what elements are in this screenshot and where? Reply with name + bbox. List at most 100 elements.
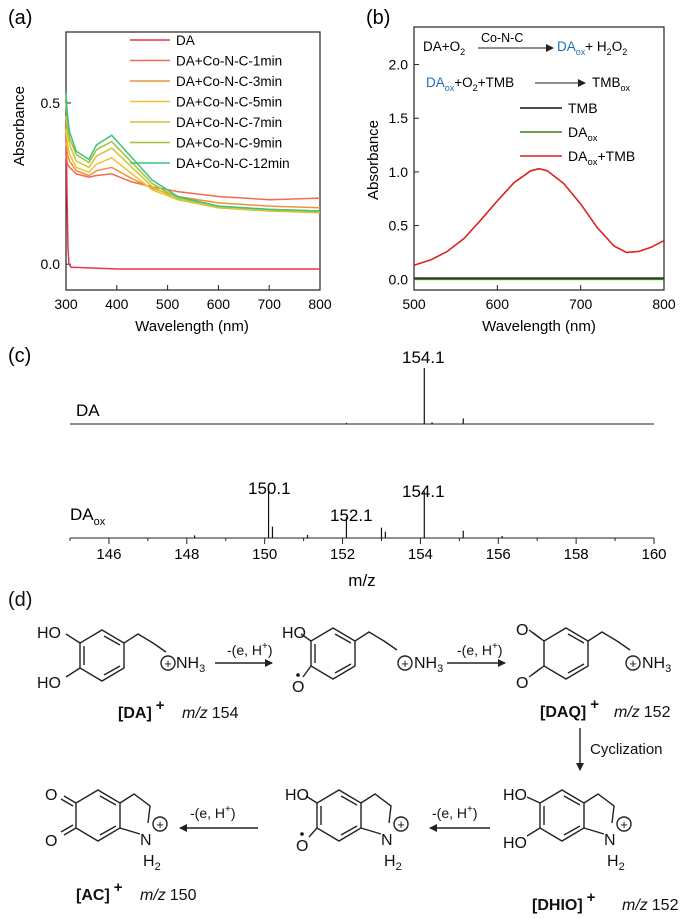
structure-daq: O O NH3 + [DAQ] + m/z 152 — [516, 622, 671, 721]
panel-b-ytick-label: 0.5 — [389, 218, 409, 234]
peak-label-daox-152: 152.1 — [330, 506, 373, 525]
da-ho-label: HO — [37, 625, 61, 642]
panel-b-series-line — [413, 167, 665, 267]
panel-b-xlabel: Wavelength (nm) — [482, 318, 596, 335]
sq-nh3-label: NH3 — [414, 655, 443, 675]
peak-label-daox-150: 150.1 — [248, 479, 291, 498]
panel-a-chart: (a) Absorbance Wavelength (nm) 300 400 500… — [8, 7, 332, 335]
trace-label-da: DA — [76, 401, 100, 420]
panel-c-xtick-label: 148 — [174, 546, 199, 563]
ir-ho-label: HO — [285, 787, 309, 804]
daq-name: [DAQ] + — [540, 696, 599, 721]
da-mz: m/z 154 — [182, 705, 239, 722]
sq-ho-label: HO — [282, 625, 306, 642]
structure-indole-radical: HO O N H2 + — [285, 787, 409, 873]
panel-b-ytick-label: 1.0 — [389, 164, 409, 180]
panel-a-legend-label: DA+Co-N-C-3min — [176, 74, 282, 89]
structure-da: HO HO NH3 + [DA] + m/z 154 — [37, 625, 239, 722]
daq-o1-label: O — [516, 622, 528, 639]
panel-b-xtick-label: 600 — [486, 296, 510, 312]
panel-a-legend: DA DA+Co-N-C-1min DA+Co-N-C-3min DA+Co-N-C-… — [130, 33, 290, 171]
dhio-name: [DHIO] + — [532, 889, 596, 914]
panel-a-series-line — [65, 141, 321, 209]
sq-plus: + — [401, 656, 409, 671]
ac-o2-label: O — [45, 833, 57, 850]
panel-a-ticks: 300 400 500 600 700 800 0.0 0.5 — [41, 95, 332, 312]
da-ho2-label: HO — [37, 675, 61, 692]
reaction-1-product: DAox+ H2O2 — [557, 39, 627, 57]
daq-nh3-label: NH3 — [642, 655, 671, 675]
ir-radical-dot — [300, 832, 304, 836]
panel-a-series-line — [65, 115, 321, 214]
panel-a-xtick-label: 700 — [258, 296, 282, 312]
reaction-2: DAox+O2+TMB TMBox — [426, 75, 631, 93]
reaction-1-lhs: DA+O2 — [423, 39, 465, 57]
ac-plus: + — [156, 817, 164, 832]
reaction-1: DA+O2 Co-N-C DAox+ H2O2 — [423, 31, 627, 57]
legend-daox-label: DAox — [568, 124, 598, 144]
panel-c-xtick-label: 158 — [564, 546, 589, 563]
daq-o2-label: O — [516, 675, 528, 692]
panel-a-legend-label: DA+Co-N-C-9min — [176, 136, 282, 151]
panel-b-ytick-label: 1.5 — [389, 110, 409, 126]
da-nh3-label: NH3 — [176, 655, 205, 675]
ac-o1-label: O — [45, 787, 57, 804]
panel-b-xtick-label: 500 — [402, 296, 426, 312]
panel-b-series — [413, 167, 665, 281]
panel-b-xtick-label: 700 — [569, 296, 593, 312]
arrow-3-label: -(e, H+) — [432, 804, 478, 821]
arrow-1-label: -(e, H+) — [227, 641, 273, 658]
ir-h2-label: H2 — [384, 853, 402, 873]
reaction-2-lhs: DAox+O2+TMB — [426, 75, 514, 93]
ac-mz: m/z 150 — [140, 887, 197, 904]
dhio-ho-label: HO — [503, 787, 527, 804]
panel-b-frame — [413, 26, 665, 291]
structure-ac: O O N H2 + [AC] + m/z 150 — [45, 787, 197, 904]
panel-d-label: (d) — [8, 589, 32, 611]
sq-o-label: O — [292, 679, 304, 696]
panel-b-legend: TMB DAox DAox+TMB — [520, 100, 635, 168]
panel-b-ticks: 500 600 700 800 0.0 0.5 1.0 1.5 2.0 — [389, 57, 676, 312]
panel-c-xtick-label: 160 — [641, 546, 666, 563]
dhio-ho2-label: HO — [503, 835, 527, 852]
sq-radical-dot — [296, 673, 300, 677]
ir-n-label: N — [381, 832, 393, 849]
panel-b-chart: (b) Absorbance Wavelength (nm) 500 600 700… — [365, 7, 676, 335]
panel-c-xtick-label: 154 — [408, 546, 433, 563]
panel-a-xtick-label: 400 — [105, 296, 129, 312]
panel-a-ytick-label: 0.5 — [41, 95, 61, 111]
ac-h2-label: H2 — [143, 853, 161, 873]
panel-a-ytick-label: 0.0 — [41, 256, 61, 272]
ir-plus: + — [397, 817, 405, 832]
panel-b-label: (b) — [366, 7, 390, 29]
cyclization-label: Cyclization — [590, 741, 663, 758]
daq-mz: m/z 152 — [614, 704, 671, 721]
structure-semiquinone: HO O NH3 + — [282, 625, 443, 696]
panel-b-ytick-label: 2.0 — [389, 57, 409, 73]
panel-a-xlabel: Wavelength (nm) — [135, 318, 249, 335]
panel-a-series-line — [65, 119, 320, 270]
panel-c-xlabel: m/z — [348, 571, 375, 590]
panel-a-series — [65, 93, 321, 270]
reaction-2-product: TMBox — [592, 75, 631, 93]
panel-c-label: (c) — [8, 345, 31, 367]
ac-name: [AC] + — [76, 879, 123, 904]
panel-c-ticks: 146 148 150 152 154 156 158 160 — [69, 538, 667, 563]
da-name: [DA] + — [118, 697, 165, 722]
panel-a-label: (a) — [8, 7, 32, 29]
panel-b-ytick-label: 0.0 — [389, 271, 409, 287]
panel-a-legend-label: DA — [176, 33, 195, 48]
ir-o-label: O — [296, 838, 308, 855]
legend-tmb-label: TMB — [568, 100, 598, 116]
legend-daox-tmb-label: DAox+TMB — [568, 148, 635, 168]
panel-b-xtick-label: 800 — [652, 296, 676, 312]
dhio-mz: m/z 152 — [622, 897, 679, 914]
dhio-plus: + — [620, 817, 628, 832]
panel-c-peaks — [193, 368, 503, 538]
panel-c-xtick-label: 152 — [330, 546, 355, 563]
panel-d-scheme: (d) HO HO NH3 + [DA] + m/z 154 -(e, H+) — [8, 589, 679, 914]
panel-a-ylabel: Absorbance — [11, 86, 28, 166]
panel-c-xtick-label: 150 — [252, 546, 277, 563]
panel-a-xtick-label: 600 — [207, 296, 231, 312]
